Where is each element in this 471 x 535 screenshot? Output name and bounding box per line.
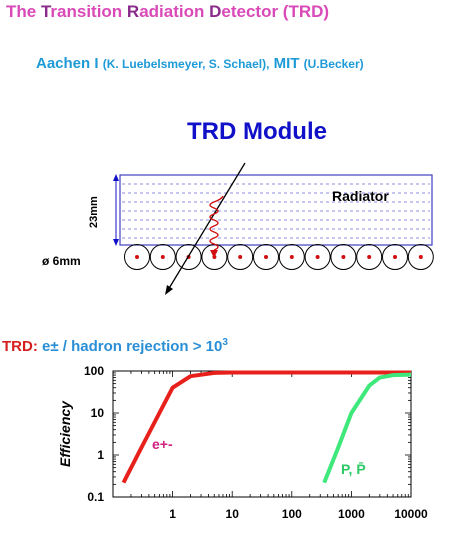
authors-line: Aachen I (K. Luebelsmeyer, S. Schael), M… — [36, 55, 364, 72]
group1-names: (K. Luebelsmeyer, S. Schael), — [102, 57, 270, 71]
anode-wire-dot — [393, 255, 397, 259]
title-part: T — [40, 2, 51, 21]
anode-wire-dot — [135, 255, 139, 259]
series-line-electron — [121, 370, 411, 484]
anode-wire-dot — [264, 255, 268, 259]
straw-tube — [124, 244, 150, 270]
module-title: TRD Module — [187, 118, 327, 145]
radiator-box — [119, 174, 433, 246]
group2-label: MIT — [273, 55, 300, 72]
plot-frame — [112, 370, 412, 498]
title-part: The — [6, 2, 41, 21]
chart-labels: 1 10 100 1000 10000 100 10 1 0.1 Efficiency e+- P, … — [57, 364, 428, 521]
x-tick-label: 10000 — [394, 507, 428, 521]
series-label-electron: e+- — [152, 436, 173, 452]
thickness-label: 23mm — [88, 196, 100, 228]
chart-ticks — [112, 370, 412, 498]
rejection-prefix: TRD: — [2, 338, 38, 355]
y-tick-label: 0.1 — [87, 490, 104, 504]
diameter-label: ø 6mm — [42, 254, 81, 268]
x-tick-label: 1 — [169, 507, 176, 521]
x-tick-label: 1000 — [338, 507, 365, 521]
anode-wire-dot — [367, 255, 372, 259]
rejection-text: e± / hadron rejection > 10 — [37, 338, 223, 355]
radiator-label: Radiator — [332, 188, 389, 204]
anode-wire-dot — [315, 255, 320, 259]
track-arrow-head — [165, 285, 173, 295]
anode-wire-dot — [341, 255, 346, 259]
title-part: etector (TRD) — [221, 2, 330, 21]
rejection-statement: TRD: e± / hadron rejection > 103 — [2, 337, 228, 355]
straw-tube — [278, 244, 305, 270]
thickness-arrow-head-bottom — [113, 239, 119, 246]
straw-tube — [304, 244, 331, 270]
y-axis-label: Efficiency — [57, 400, 73, 467]
y-tick-label: 100 — [84, 364, 104, 378]
y-tick-label: 10 — [91, 406, 105, 420]
title-part: R — [126, 2, 140, 21]
particle-track — [167, 162, 246, 291]
straw-tube — [253, 244, 279, 270]
series-label-proton: P, P̄ — [341, 460, 366, 477]
x-tick-label: 10 — [226, 507, 240, 521]
straw-tube — [227, 244, 254, 270]
rejection-exponent: 3 — [222, 337, 228, 348]
straw-tube — [407, 244, 434, 270]
group2-names: (U.Becker) — [303, 57, 364, 71]
title-part: ransition — [50, 2, 127, 21]
anode-wire-dot — [289, 255, 294, 259]
y-tick-label: 1 — [97, 448, 104, 462]
title-part: adiation — [139, 2, 210, 21]
anode-wire-dot — [418, 255, 423, 259]
group1-label: Aachen I — [36, 55, 99, 72]
x-tick-label: 100 — [282, 507, 302, 521]
trd-module-diagram — [113, 162, 434, 295]
thickness-arrow-head-top — [113, 174, 119, 181]
photon-wave — [209, 195, 224, 251]
straw-tube — [330, 244, 357, 270]
anode-wire-dot — [160, 255, 165, 259]
straw-tube — [149, 244, 176, 270]
straw-tube — [175, 244, 202, 270]
straw-tube — [382, 244, 408, 270]
page-title: The Transition Radiation Detector (TRD) — [6, 2, 329, 22]
straw-tube — [356, 244, 383, 270]
straw-tubes — [124, 244, 434, 270]
anode-wire-dot — [238, 255, 243, 259]
series-line-proton — [322, 372, 412, 484]
title-part: D — [209, 2, 222, 21]
photon-arrow-head — [210, 250, 218, 258]
chart-series — [121, 370, 412, 484]
